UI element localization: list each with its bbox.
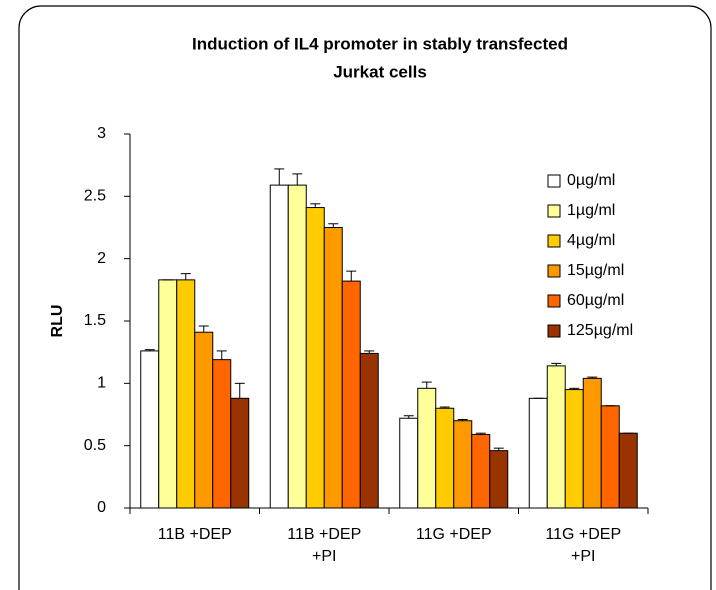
chart-title: Jurkat cells — [333, 62, 427, 81]
bar — [305, 207, 325, 509]
x-tick-label: 11G +DEP — [416, 526, 492, 543]
bar — [471, 433, 491, 509]
bar — [269, 184, 289, 509]
bar — [140, 350, 160, 509]
bar — [489, 450, 509, 509]
error-bar — [292, 173, 303, 186]
bar — [230, 397, 250, 509]
bar — [582, 377, 602, 509]
y-tick-label: 2.5 — [84, 188, 106, 205]
bar — [158, 279, 178, 509]
legend-swatch — [547, 234, 561, 248]
legend-label: 1µg/ml — [567, 202, 615, 219]
error-bar — [328, 223, 339, 228]
x-tick-label: 11B +DEP — [287, 526, 361, 543]
legend-swatch — [547, 264, 561, 278]
legend-swatch — [547, 204, 561, 218]
bar — [194, 331, 214, 509]
error-bar — [403, 415, 414, 419]
error-bar — [475, 432, 486, 435]
x-tick-label: +PI — [571, 548, 595, 565]
y-tick-label: 2 — [97, 250, 106, 267]
bar — [287, 184, 307, 509]
y-tick-label: 1 — [97, 375, 106, 392]
error-bar — [421, 381, 432, 389]
y-tick-label: 0.5 — [84, 437, 106, 454]
bar — [359, 352, 379, 509]
error-bar — [439, 406, 450, 409]
error-bar — [551, 362, 562, 366]
bar — [564, 389, 584, 509]
bar — [435, 407, 455, 509]
error-bar — [198, 325, 209, 333]
error-bar — [457, 418, 468, 421]
y-axis-label: RLU — [49, 305, 66, 338]
error-bar — [144, 349, 155, 351]
bar — [399, 417, 419, 509]
bar — [212, 359, 232, 509]
legend-label: 0µg/ml — [567, 172, 615, 189]
legend-label: 125µg/ml — [567, 322, 633, 339]
legend-label: 60µg/ml — [567, 292, 624, 309]
legend-label: 4µg/ml — [567, 232, 615, 249]
x-tick-label: 11G +DEP — [545, 526, 621, 543]
x-tick-label: 11B +DEP — [158, 526, 232, 543]
error-bar — [216, 350, 227, 360]
chart-title: Induction of IL4 promoter in stably tran… — [192, 34, 568, 53]
error-bar — [310, 203, 321, 208]
bar — [618, 432, 638, 509]
y-tick-label: 3 — [97, 125, 106, 142]
bar — [417, 387, 437, 509]
legend-swatch — [547, 324, 561, 338]
y-tick-label: 1.5 — [84, 312, 106, 329]
error-bar — [346, 270, 357, 282]
bar — [341, 280, 361, 509]
legend-swatch — [547, 294, 561, 308]
error-bar — [364, 350, 375, 354]
bar — [323, 227, 343, 509]
bar — [600, 405, 620, 509]
error-bar — [180, 273, 191, 280]
y-tick-label: 0 — [97, 499, 106, 516]
x-tick-label: +PI — [312, 548, 336, 565]
error-bar — [493, 447, 504, 451]
error-bar — [234, 382, 245, 399]
bar — [453, 420, 473, 509]
bar — [176, 279, 196, 509]
error-bar — [569, 387, 580, 390]
legend-label: 15µg/ml — [567, 262, 624, 279]
bar — [546, 365, 566, 509]
error-bar — [274, 168, 285, 186]
legend-swatch — [547, 174, 561, 188]
error-bar — [587, 376, 598, 379]
bar — [528, 397, 548, 509]
